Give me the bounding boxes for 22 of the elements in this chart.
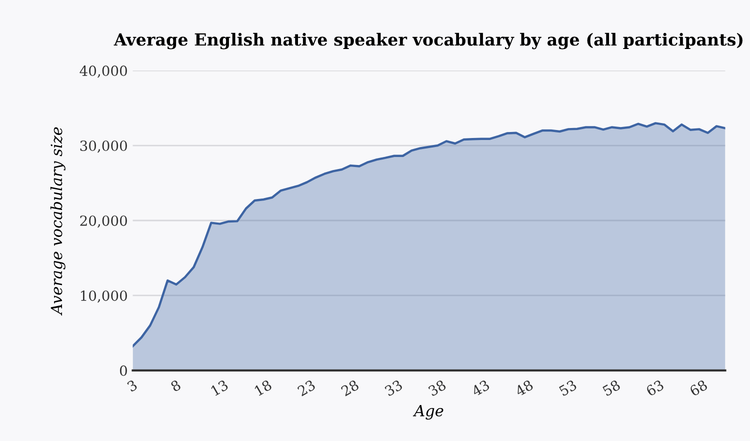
- x-tick-label: 28: [340, 379, 360, 396]
- x-tick-label: 33: [384, 380, 403, 396]
- x-tick-label: 3: [126, 380, 138, 392]
- chart-title: Average English native speaker vocabulary by age (all participants): [114, 32, 743, 50]
- y-tick-label: 20,000: [80, 215, 127, 228]
- y-tick-label: 10,000: [80, 290, 127, 303]
- x-tick-label: 58: [602, 379, 621, 396]
- x-tick-label: 23: [296, 380, 316, 396]
- x-tick-label: 53: [558, 380, 578, 396]
- x-tick-label: 18: [254, 379, 272, 396]
- x-axis-title: Age: [412, 405, 444, 420]
- y-tick-label: 30,000: [80, 140, 127, 153]
- y-tick-label: 0: [120, 365, 127, 376]
- x-tick-label: 68: [689, 379, 708, 396]
- x-tick-label: 43: [470, 380, 490, 397]
- x-tick-label: 8: [170, 379, 182, 392]
- y-tick-label: 40,000: [80, 66, 127, 78]
- y-axis-title: Average vocabulary size: [50, 127, 66, 316]
- x-tick-label: 48: [514, 379, 534, 397]
- x-tick-label: 63: [645, 380, 664, 396]
- x-tick-label: 13: [210, 380, 229, 396]
- x-tick-label: 38: [428, 379, 447, 396]
